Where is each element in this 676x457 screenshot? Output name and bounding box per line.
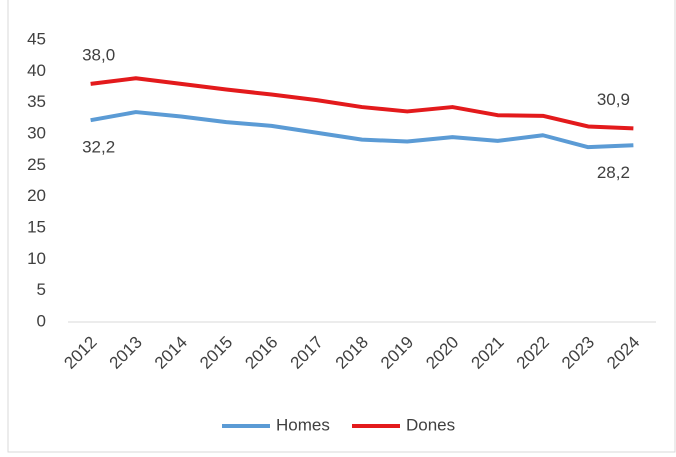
y-tick-label: 20 (27, 186, 46, 205)
x-tick-label: 2019 (377, 333, 417, 373)
x-tick-label: 2016 (241, 333, 281, 373)
x-tick-label: 2012 (60, 333, 100, 373)
x-tick-label: 2013 (106, 333, 146, 373)
y-tick-label: 0 (37, 311, 46, 330)
x-tick-label: 2017 (287, 333, 327, 373)
x-tick-label: 2014 (151, 333, 191, 373)
x-tick-label: 2023 (558, 333, 598, 373)
x-tick-label: 2024 (603, 333, 643, 373)
y-tick-label: 30 (27, 123, 46, 142)
y-tick-label: 45 (27, 29, 46, 48)
y-tick-label: 25 (27, 155, 46, 174)
y-tick-label: 35 (27, 92, 46, 111)
x-tick-label: 2015 (196, 333, 236, 373)
y-tick-label: 40 (27, 61, 46, 80)
x-tick-label: 2022 (513, 333, 553, 373)
data-label: 28,2 (597, 163, 630, 182)
chart-border (7, 0, 676, 453)
x-tick-label: 2020 (422, 333, 462, 373)
data-label: 30,9 (597, 90, 630, 109)
x-tick-label: 2021 (468, 333, 508, 373)
y-tick-label: 5 (37, 280, 46, 299)
x-tick-label: 2018 (332, 333, 372, 373)
y-tick-label: 10 (27, 249, 46, 268)
data-label: 32,2 (82, 138, 115, 157)
legend-label: Dones (406, 415, 455, 434)
y-tick-label: 15 (27, 217, 46, 236)
series-line (90, 110, 634, 150)
series-line (90, 76, 634, 131)
legend-label: Homes (276, 415, 330, 434)
data-label: 38,0 (82, 45, 115, 64)
